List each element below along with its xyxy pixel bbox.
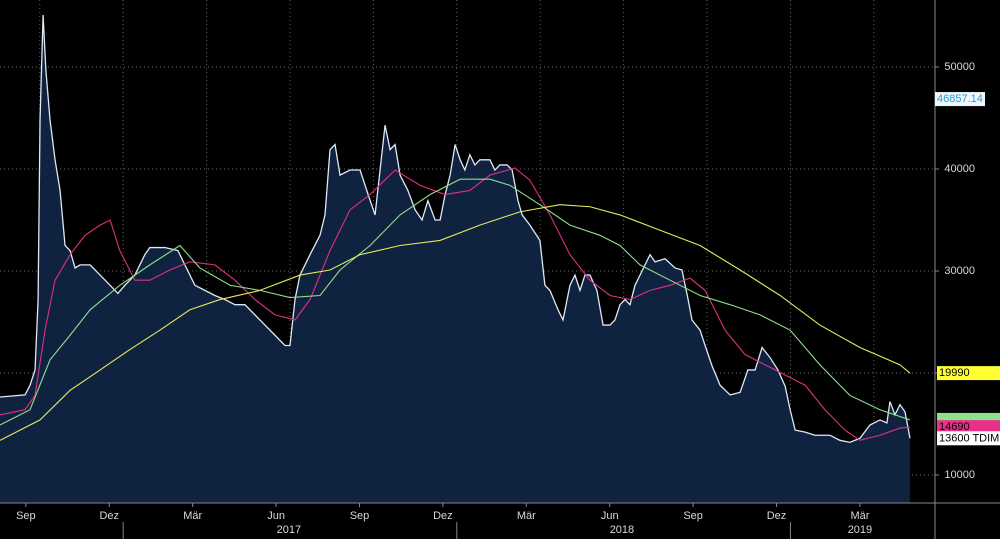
x-tick-label: Jun [601,510,619,522]
x-tick-label: Mär [850,510,869,522]
series-line [0,14,911,444]
series-line [0,204,911,441]
last-value: 13600 [939,432,970,444]
x-tick-label: Jun [267,510,285,522]
last-value-tag [937,366,1000,381]
last-value-tag [937,420,1000,435]
year-label: 2018 [610,524,634,536]
x-tick-label: Sep [16,510,36,522]
y-tick-label: 10000 [944,469,975,481]
x-tick-label: Dez [99,510,119,522]
x-tick-label: Mär [183,510,202,522]
marker-tag [935,92,985,107]
series-line [0,167,911,441]
last-value-label: 14690 [939,421,970,433]
x-tick-label: Dez [433,510,453,522]
last-value: 19990 [939,367,970,379]
y-tick-label: 30000 [944,265,975,277]
unit-label: TDIM [972,432,999,444]
x-tick-label: Dez [767,510,787,522]
year-label: 2019 [848,524,872,536]
series-line [0,178,911,426]
y-tick-label: 50000 [944,61,975,73]
marker-label: 46857.14 [937,93,983,105]
last-value: 14690 [939,421,970,433]
area [0,14,910,503]
x-tick-label: Sep [350,510,370,522]
last-value-label: 19990 [939,367,970,379]
year-label: 2017 [277,524,301,536]
last-value-label: 13600 TDIM [939,432,999,444]
x-tick-label: Mär [517,510,536,522]
last-value-tag [937,431,1000,446]
x-tick-label: Sep [683,510,703,522]
y-tick-label: 40000 [944,163,975,175]
